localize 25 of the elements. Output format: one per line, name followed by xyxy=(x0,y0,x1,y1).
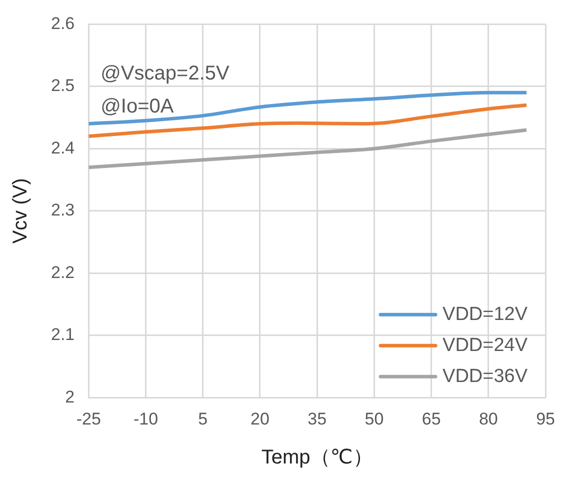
x-axis-title: Temp（℃） xyxy=(261,446,373,469)
x-tick-label: -10 xyxy=(133,409,158,428)
x-tick-label: 50 xyxy=(364,409,384,428)
y-tick-label: 2.5 xyxy=(50,76,75,96)
y-tick-label: 2.3 xyxy=(50,200,75,220)
x-tick-label: 20 xyxy=(250,409,270,428)
x-tick-label: -25 xyxy=(76,409,101,428)
x-tick-label: 95 xyxy=(536,409,556,428)
y-tick-label: 2.1 xyxy=(50,325,75,344)
y-tick-label: 2 xyxy=(65,387,75,406)
annotation: @Io=0A xyxy=(100,96,174,118)
line-series xyxy=(88,90,528,126)
x-tick-label: 80 xyxy=(478,409,498,428)
x-tick-label: 65 xyxy=(422,409,441,428)
legend-label: VDD=12V xyxy=(442,304,528,325)
legend-label: VDD=24V xyxy=(442,334,528,356)
x-tick-label: 35 xyxy=(308,409,327,428)
annotation: @Vscap=2.5V xyxy=(100,62,230,85)
y-tick-label: 2.4 xyxy=(50,138,75,158)
y-tick-label: 2.6 xyxy=(50,14,75,33)
y-axis-title: Vcv (V) xyxy=(10,178,32,244)
legend-label: VDD=36V xyxy=(442,366,528,387)
line-series xyxy=(88,128,528,170)
y-tick-label: 2.2 xyxy=(50,262,75,282)
x-tick-label: 5 xyxy=(198,409,208,428)
